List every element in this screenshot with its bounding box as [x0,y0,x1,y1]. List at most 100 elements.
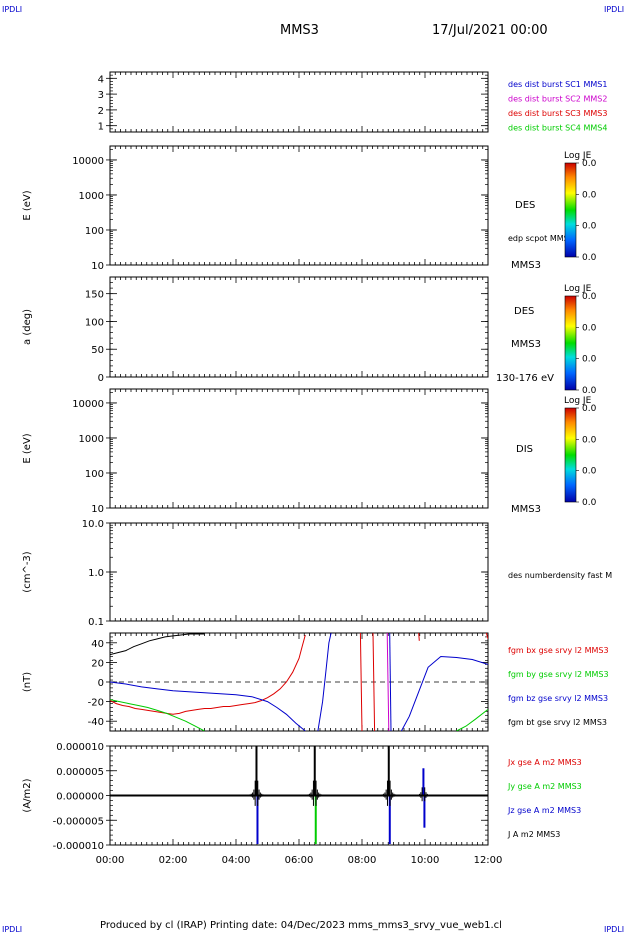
legend-entry: Jz gse A m2 MMS3 [507,806,581,815]
y-tick-label: -0.000010 [53,841,104,852]
right-label: DIS [516,444,533,455]
right-label: 130-176 eV [496,373,554,384]
x-tick-label: 02:00 [159,855,188,866]
y-tick-label: -0.000005 [53,816,104,827]
plot-frame [109,522,489,622]
y-tick-label: 4 [98,74,104,85]
series-line [110,634,306,715]
colorbar [564,162,577,258]
panel-bfield: 40 20 0 -20 -40 (nT) fgm bx gse srvy l2 MMS3 fg… [22,632,609,732]
plot-date: 17/Jul/2021 00:00 [432,23,548,38]
x-tick-label: 00:00 [96,855,125,866]
colorbar [564,295,577,391]
colorbar-tick-label: 0.0 [582,355,597,365]
y-axis-label: (cm^-3) [22,551,33,592]
y-tick-label: 100 [85,226,104,237]
corner-label-top-left: IPDLI [2,5,22,14]
y-tick-label: -20 [88,698,104,709]
y-tick-label: 3 [98,90,104,101]
series-line [389,633,392,731]
panel-spacecraft: 4 3 2 1 des dist burst SC1 MMS1 des dist burs… [98,71,607,133]
y-tick-label: 10000 [72,156,104,167]
footer-text: Produced by cl (IRAP) Printing date: 04/… [100,920,502,931]
right-label: edp scpot MMS3 [508,234,574,243]
plot-frame [109,71,489,133]
y-tick-label: 20 [91,658,104,669]
legend-entry: fgm by gse srvy l2 MMS3 [508,670,609,679]
colorbar-title: Log JE [564,151,592,161]
y-axis-label: E (eV) [22,190,33,220]
legend-entry: des dist burst SC2 MMS2 [508,95,607,104]
colorbar-tick-label: 0.0 [582,190,597,200]
y-tick-label: 10 [91,504,104,515]
plot-frame [109,388,489,509]
x-tick-label: 06:00 [285,855,314,866]
colorbar-tick-label: 0.0 [582,467,597,477]
colorbar-title: Log JE [564,396,592,406]
y-tick-label: 1 [98,122,104,133]
right-label: DES [514,306,534,317]
series-line [418,633,420,641]
y-tick-label: 0.000000 [56,792,104,803]
y-tick-label: 1000 [79,434,104,445]
right-label: MMS3 [511,339,541,350]
plot-title: MMS3 [280,23,319,38]
series-line [317,633,332,731]
colorbar-tick-label: 0.0 [582,222,597,232]
y-tick-label: 100 [85,469,104,480]
series-line [386,633,390,731]
colorbar-tick-label: 0.0 [582,435,597,445]
series-line [372,633,376,731]
series-line [110,633,205,656]
y-tick-label: 2 [98,106,104,117]
x-tick-label: 08:00 [348,855,377,866]
colorbar-tick-label: 0.0 [582,253,597,263]
y-tick-label: 100 [85,317,104,328]
panel-des-energy: 10000 1000 100 10 E (eV) DES edp scpot MMS3 MMS… [22,145,597,272]
y-tick-label: 1.0 [88,568,104,579]
x-tick-label: 04:00 [222,855,251,866]
colorbar-title: Log JE [564,284,592,294]
y-tick-label: 0.000005 [56,767,104,778]
y-tick-label: 0.1 [88,617,104,628]
colorbar-tick-label: 0.0 [582,292,597,302]
x-tick-label: 10:00 [411,855,440,866]
series-line [400,655,488,731]
right-label: DES [515,200,535,211]
y-axis-label: (A/m2) [22,778,33,812]
panels: 4 3 2 1 des dist burst SC1 MMS1 des dist burs… [22,71,612,866]
y-axis-label: a (deg) [22,309,33,345]
plot-frame [109,276,489,378]
panel-current: 0.000010 0.000005 0.000000 -0.000005 -0.0000… [22,742,582,852]
legend-entry: J A m2 MMS3 [507,830,560,839]
panel-density: 10.0 1.0 0.1 (cm^-3) des numberdensity fast … [22,519,612,628]
y-axis-label: (nT) [22,672,33,692]
series-line [359,633,363,731]
colorbar-tick-label: 0.0 [582,498,597,508]
y-tick-label: 1000 [79,191,104,202]
colorbar-tick-label: 0.0 [582,159,597,169]
data-layer [110,633,488,731]
y-tick-label: 0.000010 [56,742,104,753]
legend-entry: Jy gse A m2 MMS3 [507,782,582,791]
colorbar-tick-label: 0.0 [582,386,597,396]
y-tick-label: 40 [91,639,104,650]
series-line [110,681,306,731]
series-line [110,699,205,731]
right-label: MMS3 [511,260,541,271]
colorbar-tick-label: 0.0 [582,323,597,333]
y-tick-label: 10 [91,261,104,272]
y-tick-label: 10000 [72,399,104,410]
y-tick-label: 0 [98,678,104,689]
plot-frame [109,145,489,266]
x-tick-label: 12:00 [474,855,503,866]
legend-entry: des dist burst SC3 MMS3 [508,109,607,118]
legend-entry: des dist burst SC1 MMS1 [508,80,607,89]
legend-entry: fgm bt gse srvy l2 MMS3 [508,718,607,727]
series-line [456,709,488,731]
series-line [485,633,488,640]
corner-label-bottom-right: IPDLI [604,925,624,934]
